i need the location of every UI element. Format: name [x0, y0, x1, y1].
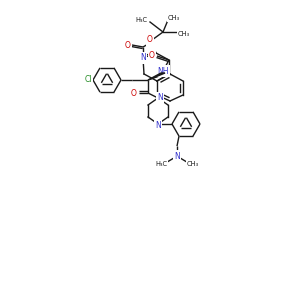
Text: O: O: [147, 35, 153, 44]
Text: N: N: [140, 53, 146, 62]
Text: CH₃: CH₃: [187, 161, 199, 167]
Text: N: N: [174, 152, 180, 160]
Text: H₃C: H₃C: [136, 17, 148, 23]
Text: NH: NH: [157, 67, 169, 76]
Text: O: O: [125, 40, 131, 50]
Text: O: O: [131, 88, 137, 98]
Text: N: N: [157, 94, 163, 103]
Text: N: N: [155, 121, 161, 130]
Text: CH₃: CH₃: [168, 15, 180, 21]
Polygon shape: [148, 73, 165, 80]
Text: H₃C: H₃C: [155, 161, 167, 167]
Text: Cl: Cl: [84, 76, 92, 85]
Text: O: O: [149, 50, 155, 59]
Text: CH₃: CH₃: [178, 31, 190, 37]
